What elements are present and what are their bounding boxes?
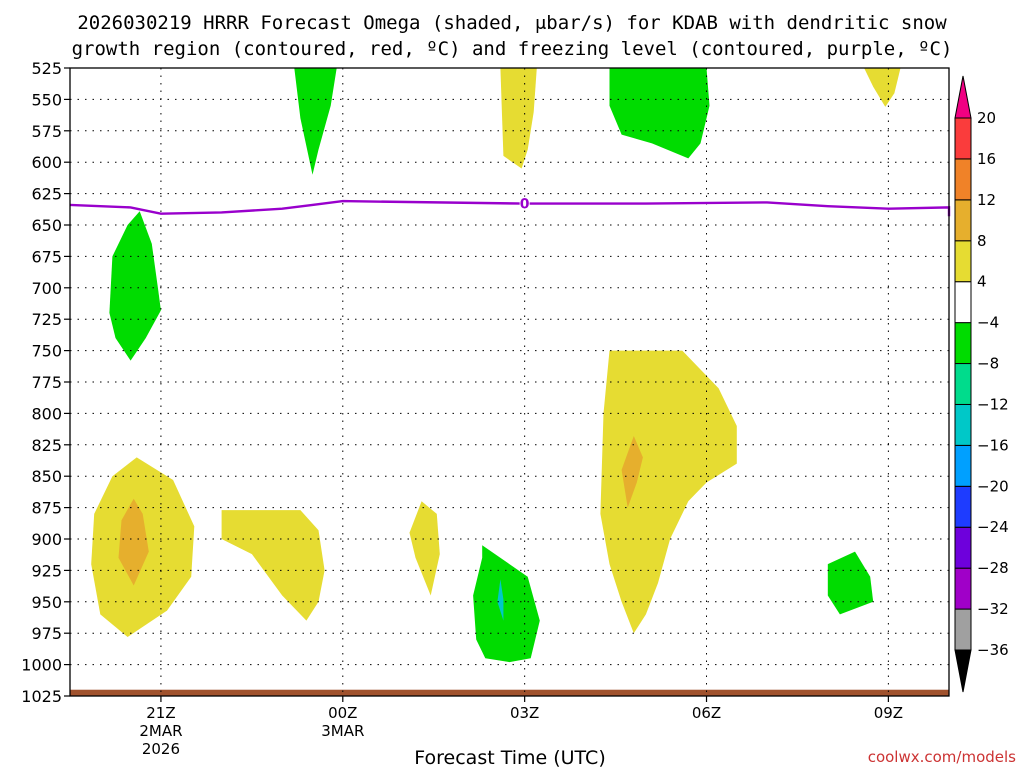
- y-tick-label: 575: [31, 122, 62, 141]
- omega-region-5: [864, 68, 901, 107]
- y-tick-label: 800: [31, 404, 62, 423]
- colorbar-swatch: [954, 444, 972, 487]
- y-tick-label: 1025: [21, 687, 62, 706]
- y-tick-label: 700: [31, 279, 62, 298]
- colorbar-swatch: [954, 485, 972, 528]
- freezing-level-label-bg: [519, 196, 530, 211]
- colorbar-label: −16: [977, 436, 1009, 454]
- x-tick-label: 03Z: [510, 704, 539, 722]
- omega-region-3: [500, 68, 537, 169]
- colorbar-label: 12: [977, 191, 996, 209]
- colorbar-label: −24: [977, 518, 1009, 536]
- colorbar-label: −12: [977, 395, 1009, 413]
- y-tick-label: 825: [31, 436, 62, 455]
- omega-region-2: [109, 211, 161, 361]
- y-tick-label: 925: [31, 561, 62, 580]
- x-tick-label: 2MAR: [139, 722, 182, 740]
- x-tick-label: 06Z: [692, 704, 721, 722]
- y-tick-label: 1000: [21, 656, 62, 675]
- omega-region-12: [600, 350, 737, 634]
- colorbar-swatch: [954, 608, 972, 651]
- x-tick-label: 09Z: [874, 704, 903, 722]
- omega-region-13: [621, 436, 643, 508]
- omega-shaded-regions: [91, 68, 901, 663]
- freezing-level-label: 0: [520, 197, 530, 213]
- x-tick-label: 3MAR: [321, 722, 364, 740]
- omega-region-9: [409, 501, 440, 596]
- omega-region-1: [294, 68, 337, 175]
- colorbar-label: −8: [977, 355, 999, 373]
- gridlines: [70, 68, 949, 696]
- omega-region-8: [221, 510, 325, 621]
- colorbar-swatch: [954, 363, 972, 405]
- colorbar-swatch: [954, 403, 972, 446]
- colorbar-label: −20: [977, 477, 1009, 495]
- y-tick-label: 900: [31, 530, 62, 549]
- y-tick-label: 975: [31, 624, 62, 643]
- colorbar: −36 −32 −28 −24 −20 −16 −12 −8 −4 4 8 12 16 20: [954, 75, 1009, 693]
- y-tick-label: 725: [31, 310, 62, 329]
- y-tick-label: 950: [31, 593, 62, 612]
- freezing-level-layer: 0: [69, 196, 951, 217]
- y-tick-label: 675: [31, 247, 62, 266]
- x-axis: 21Z2MAR202600Z3MAR03Z06Z09Z12Z: [139, 696, 903, 758]
- omega-region-10: [473, 545, 540, 663]
- freezing-level-line: [69, 199, 951, 217]
- y-tick-label: 625: [31, 185, 62, 204]
- colorbar-swatch: [954, 526, 972, 569]
- y-axis: 525 550 575 600 625 650 675 700 725 750 775 800 825 8…: [21, 59, 70, 706]
- colorbar-swatch: [954, 322, 972, 365]
- y-tick-label: 525: [31, 59, 62, 78]
- y-tick-label: 650: [31, 216, 62, 235]
- colorbar-swatch: [954, 199, 972, 242]
- colorbar-label: −32: [977, 600, 1009, 618]
- colorbar-swatch: [954, 281, 972, 324]
- omega-region-7: [118, 498, 149, 586]
- omega-region-14: [827, 551, 874, 615]
- y-tick-label: 550: [31, 90, 62, 109]
- colorbar-label: 4: [977, 273, 987, 291]
- watermark: coolwx.com/models: [868, 748, 1016, 766]
- surface-band-layer: [70, 689, 949, 696]
- colorbar-label: 16: [977, 150, 996, 168]
- chart-title-line-1: 2026030219 HRRR Forecast Omega (shaded, …: [77, 12, 947, 34]
- chart-title-line-2: growth region (contoured, red, ºC) and f…: [72, 38, 953, 60]
- omega-region-4: [609, 68, 710, 159]
- colorbar-swatch: [954, 158, 972, 201]
- colorbar-max-arrow: [954, 75, 972, 119]
- y-tick-label: 875: [31, 499, 62, 518]
- colorbar-label: −28: [977, 559, 1009, 577]
- colorbar-label: 20: [977, 109, 996, 127]
- y-tick-label: 850: [31, 467, 62, 486]
- surface-band: [70, 689, 949, 696]
- y-tick-label: 600: [31, 153, 62, 172]
- colorbar-swatch: [954, 567, 972, 610]
- colorbar-label: −36: [977, 641, 1009, 659]
- omega-region-11: [497, 579, 504, 621]
- x-tick-label: 00Z: [328, 704, 357, 722]
- x-tick-label: 21Z: [146, 704, 175, 722]
- colorbar-label: 8: [977, 232, 987, 250]
- x-tick-label: 2026: [142, 740, 180, 758]
- y-tick-label: 775: [31, 373, 62, 392]
- y-tick-label: 750: [31, 342, 62, 361]
- colorbar-min-arrow: [954, 649, 972, 693]
- colorbar-label: −4: [977, 314, 999, 332]
- colorbar-swatch: [954, 240, 972, 283]
- colorbar-swatch: [954, 117, 972, 160]
- x-axis-title: Forecast Time (UTC): [414, 747, 605, 768]
